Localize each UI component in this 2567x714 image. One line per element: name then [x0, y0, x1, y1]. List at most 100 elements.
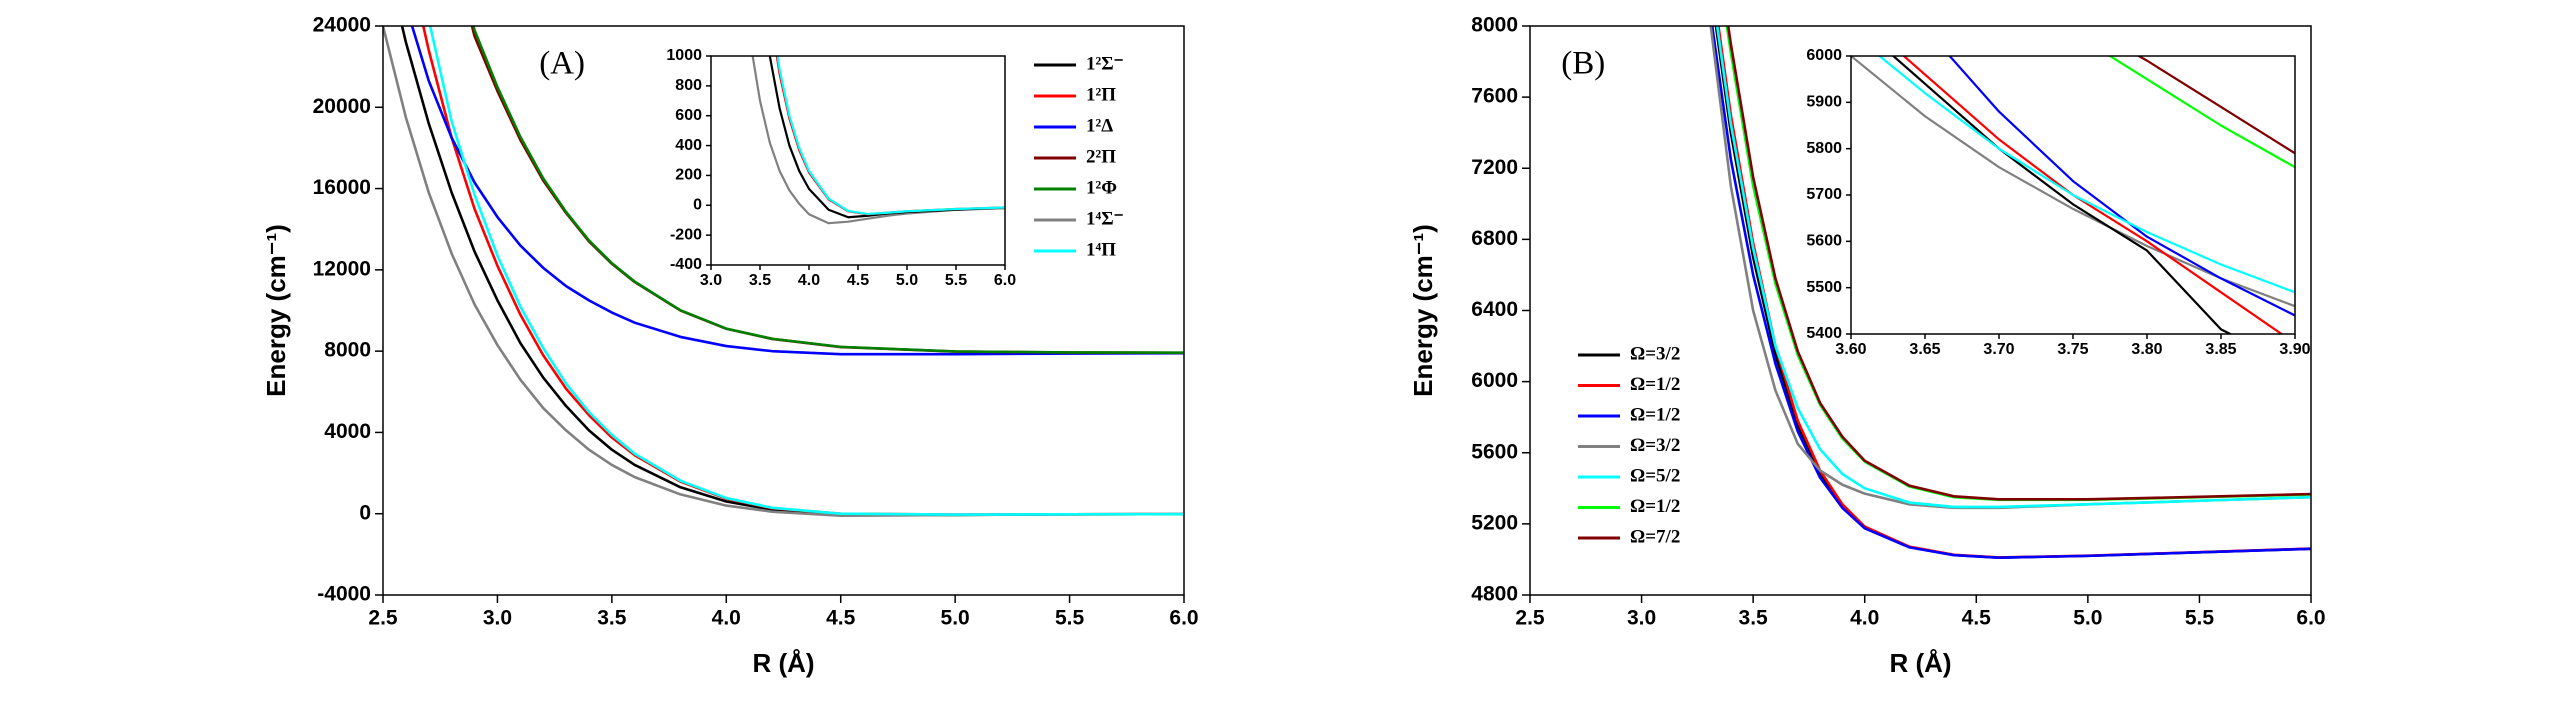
- legend-label: Ω=3/2: [1630, 435, 1680, 456]
- curve: [383, 26, 1184, 518]
- plot-frame: [382, 25, 1185, 596]
- x-tick-label: 5.0: [2073, 607, 2102, 630]
- curve: [472, 26, 1184, 354]
- y-tick-label: 5800: [1806, 140, 1842, 157]
- x-tick-label: 3.65: [1909, 341, 1940, 358]
- y-tick-label: -400: [670, 256, 702, 273]
- curve: [1891, 56, 2233, 334]
- y-tick-label: 12000: [313, 257, 371, 280]
- x-tick-label: 6.0: [2296, 607, 2325, 630]
- y-tick-label: 6800: [1471, 227, 1518, 250]
- y-tick-label: 16000: [313, 176, 371, 199]
- legend-label: 1²Φ: [1086, 177, 1117, 198]
- legend: 1²Σ⁻ 1²Π 1²Δ 2²Π 1²Φ 1⁴Σ⁻ 1⁴Π: [1034, 53, 1124, 260]
- x-tick-label: 5.5: [945, 272, 967, 289]
- inset: 3.60 3.65 3.70 3.75 3.80 3.85 3.90 5400 5500 5600…: [1806, 47, 2310, 358]
- x-tick-label: 4.0: [712, 607, 741, 630]
- x-tick-label: 5.5: [1055, 607, 1085, 630]
- y-tick-label: -4000: [317, 583, 371, 606]
- x-tick-label: 4.5: [826, 607, 856, 630]
- curve: [751, 56, 1005, 225]
- lines: [383, 26, 1184, 518]
- legend-label: 2²Π: [1086, 146, 1116, 167]
- legend-label: 1²Σ⁻: [1086, 53, 1124, 74]
- curve: [1877, 56, 2295, 294]
- curve: [1726, 26, 2311, 501]
- legend-label: Ω=1/2: [1630, 374, 1680, 395]
- y-tick-label: 200: [675, 167, 702, 184]
- x-tick-label: 2.5: [368, 607, 398, 630]
- legend-label: Ω=5/2: [1630, 465, 1680, 486]
- y-tick-label: 4000: [324, 420, 371, 443]
- x-tick-label: 3.75: [2057, 341, 2088, 358]
- y-tick-label: 7200: [1471, 156, 1518, 179]
- x-tick-label: 3.0: [483, 607, 512, 630]
- x-tick-label: 3.90: [2279, 341, 2310, 358]
- x-tick-label: 5.0: [941, 607, 970, 630]
- legend-label: Ω=7/2: [1630, 526, 1680, 547]
- legend-label: Ω=1/2: [1630, 496, 1680, 517]
- y-tick-label: 5700: [1806, 186, 1842, 203]
- y-tick-label: 5200: [1471, 511, 1518, 534]
- y-tick-label: -200: [670, 226, 702, 243]
- y-tick-label: 20000: [313, 95, 371, 118]
- y-tick-label: 400: [675, 137, 702, 154]
- x-tick-label: 3.5: [1739, 607, 1769, 630]
- plot-frame: [710, 55, 1006, 266]
- panel-label: (A): [539, 46, 585, 82]
- legend-label: 1²Δ: [1086, 115, 1113, 136]
- x-tick-label: 3.0: [700, 272, 722, 289]
- y-tick-label: 8000: [324, 339, 371, 362]
- y-tick-label: 6000: [1471, 369, 1518, 392]
- x-tick-label: 3.5: [749, 272, 771, 289]
- curve: [2136, 56, 2295, 155]
- x-tick-label: 3.70: [1983, 341, 2014, 358]
- x-tick-label: 2.5: [1515, 607, 1545, 630]
- panel-label: (B): [1561, 46, 1605, 82]
- y-tick-label: 6000: [1806, 47, 1842, 64]
- plot-frame: [1850, 55, 2296, 335]
- x-tick-label: 5.0: [896, 272, 918, 289]
- x-tick-label: 5.5: [2185, 607, 2215, 630]
- y-tick-label: 0: [359, 501, 371, 524]
- curve: [1710, 26, 2311, 559]
- y-tick-label: 0: [693, 197, 702, 214]
- legend-label: 1⁴Σ⁻: [1086, 208, 1124, 229]
- y-tick-label: 600: [675, 107, 702, 124]
- x-tick-label: 4.5: [1962, 607, 1992, 630]
- x-tick-label: 3.0: [1627, 607, 1656, 630]
- x-axis-label: R (Å): [1889, 648, 1951, 678]
- curve: [1948, 56, 2295, 317]
- y-tick-label: 5600: [1471, 440, 1518, 463]
- y-tick-label: 24000: [313, 14, 371, 37]
- x-tick-label: 4.0: [1850, 607, 1879, 630]
- y-tick-label: 5600: [1806, 233, 1842, 250]
- y-axis-label: Energy (cm⁻¹): [1408, 224, 1438, 397]
- y-tick-label: 1000: [666, 47, 702, 64]
- x-axis-label: R (Å): [752, 648, 814, 678]
- y-tick-label: 5500: [1806, 279, 1842, 296]
- y-tick-label: 5900: [1806, 94, 1842, 111]
- x-tick-label: 3.85: [2205, 341, 2236, 358]
- x-tick-label: 4.0: [798, 272, 820, 289]
- curve: [2107, 56, 2295, 169]
- legend: Ω=3/2 Ω=1/2 Ω=1/2 Ω=3/2 Ω=5/2 Ω=1/2 Ω=7/2: [1578, 343, 1680, 547]
- x-tick-label: 6.0: [994, 272, 1016, 289]
- legend-label: 1²Π: [1086, 84, 1116, 105]
- y-tick-label: 8000: [1471, 14, 1518, 37]
- lines: [751, 56, 1005, 225]
- x-tick-label: 6.0: [1169, 607, 1198, 630]
- inset: 3.0 3.5 4.0 4.5 5.0 5.5 6.0 -400 -200 0 200 400 600 8…: [666, 47, 1016, 289]
- y-tick-label: 4800: [1471, 583, 1518, 606]
- x-tick-label: 4.5: [847, 272, 869, 289]
- curve: [776, 56, 1005, 216]
- lines: [1851, 56, 2295, 334]
- plot-frame: [1529, 25, 2312, 596]
- y-tick-label: 5400: [1806, 325, 1842, 342]
- curve: [1715, 26, 2311, 509]
- plot-background: [711, 56, 1005, 265]
- curve: [410, 26, 1184, 356]
- y-tick-label: 800: [675, 77, 702, 94]
- y-tick-label: 7600: [1471, 85, 1518, 108]
